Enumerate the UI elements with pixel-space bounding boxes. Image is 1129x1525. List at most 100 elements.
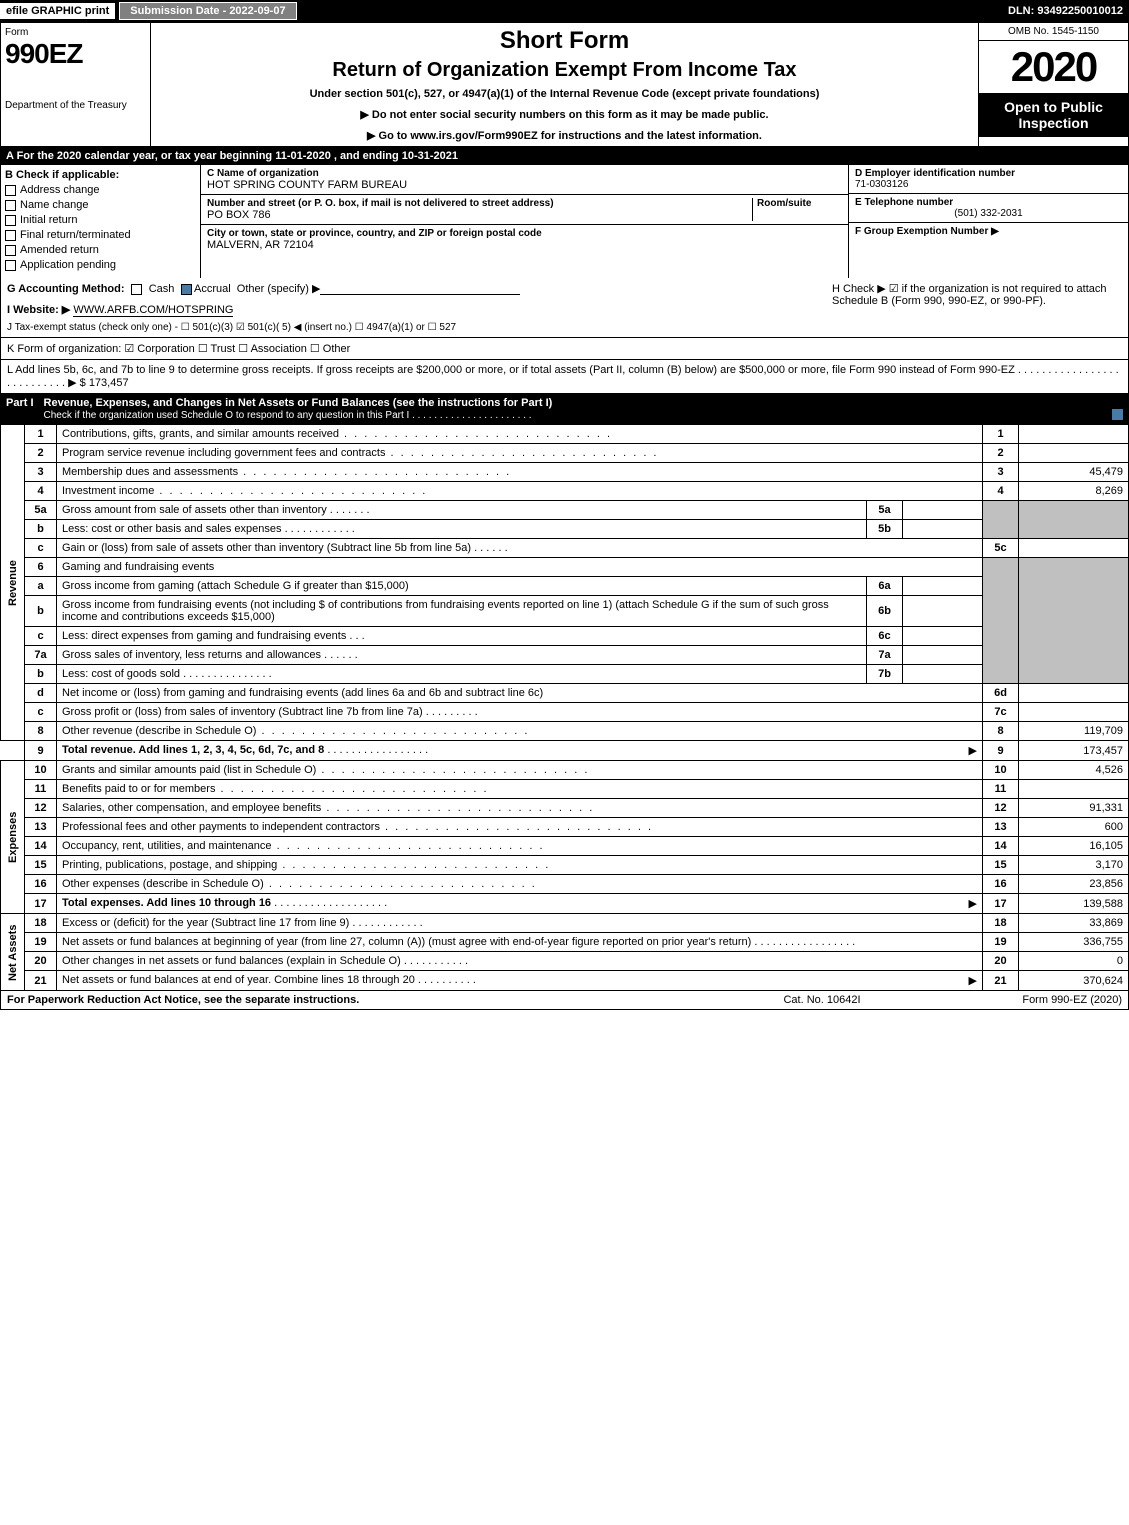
line-num: 10 (25, 761, 57, 780)
info-band: G Accounting Method: Cash Accrual Other … (0, 278, 1129, 338)
line-desc: Other changes in net assets or fund bala… (57, 952, 983, 971)
under-section: Under section 501(c), 527, or 4947(a)(1)… (159, 88, 970, 100)
line-ref: 13 (983, 818, 1019, 837)
line-desc: Printing, publications, postage, and shi… (57, 856, 983, 875)
c-street-label: Number and street (or P. O. box, if mail… (207, 198, 752, 209)
line-num: 21 (25, 971, 57, 991)
line-desc: Contributions, gifts, grants, and simila… (57, 425, 983, 444)
line-desc: Total expenses. Add lines 10 through 16 … (57, 894, 983, 914)
k-line: K Form of organization: ☑ Corporation ☐ … (0, 338, 1129, 360)
checkbox-accrual[interactable] (181, 284, 192, 295)
submission-date: Submission Date - 2022-09-07 (119, 2, 296, 20)
checkbox-amended[interactable] (5, 245, 16, 256)
line-val: 600 (1019, 818, 1129, 837)
f-label: F Group Exemption Number ▶ (855, 226, 999, 237)
sub-val (903, 596, 983, 627)
line-ref: 17 (983, 894, 1019, 914)
part1-label: Part I (6, 397, 44, 421)
shaded-cell (1019, 501, 1129, 539)
schedule-o-check[interactable] (1112, 409, 1123, 420)
checkbox-name[interactable] (5, 200, 16, 211)
line-num: c (25, 627, 57, 646)
footer-formref: Form 990-EZ (2020) (922, 994, 1122, 1006)
line-num: 18 (25, 914, 57, 933)
line-desc: Less: cost of goods sold . . . . . . . .… (57, 665, 867, 684)
line-ref: 5c (983, 539, 1019, 558)
line-num: 13 (25, 818, 57, 837)
org-city: MALVERN, AR 72104 (207, 239, 842, 251)
line-desc: Occupancy, rent, utilities, and maintena… (57, 837, 983, 856)
part1-title: Revenue, Expenses, and Changes in Net As… (44, 397, 553, 409)
c-name-label: C Name of organization (207, 168, 842, 179)
line-val (1019, 425, 1129, 444)
line-val: 8,269 (1019, 482, 1129, 501)
c-city-label: City or town, state or province, country… (207, 228, 842, 239)
line-ref: 16 (983, 875, 1019, 894)
line-num: 8 (25, 722, 57, 741)
block-d: D Employer identification number 71-0303… (848, 165, 1128, 278)
line-ref: 9 (983, 741, 1019, 761)
line-val: 23,856 (1019, 875, 1129, 894)
sub-ref: 5a (867, 501, 903, 520)
d-label: D Employer identification number (855, 168, 1015, 179)
checkbox-address[interactable] (5, 185, 16, 196)
block-c: C Name of organization HOT SPRING COUNTY… (201, 165, 848, 278)
line-num: 3 (25, 463, 57, 482)
checkbox-final[interactable] (5, 230, 16, 241)
chk-label: Name change (20, 199, 89, 211)
goto-link[interactable]: ▶ Go to www.irs.gov/Form990EZ for instru… (159, 129, 970, 142)
org-street: PO BOX 786 (207, 209, 752, 221)
form-number: 990EZ (5, 38, 146, 70)
website[interactable]: WWW.ARFB.COM/HOTSPRING (73, 304, 233, 317)
line-num: b (25, 665, 57, 684)
room-label: Room/suite (757, 198, 842, 209)
line-desc: Professional fees and other payments to … (57, 818, 983, 837)
g-label: G Accounting Method: (7, 283, 125, 295)
line-ref: 1 (983, 425, 1019, 444)
org-name: HOT SPRING COUNTY FARM BUREAU (207, 179, 842, 191)
line-num: 5a (25, 501, 57, 520)
line-desc: Gain or (loss) from sale of assets other… (57, 539, 983, 558)
entity-info-row: B Check if applicable: Address change Na… (0, 165, 1129, 278)
g-accrual: Accrual (194, 283, 231, 295)
omb-number: OMB No. 1545-1150 (979, 23, 1128, 41)
line-val: 336,755 (1019, 933, 1129, 952)
line-desc: Gross sales of inventory, less returns a… (57, 646, 867, 665)
open-to-public: Open to Public Inspection (979, 93, 1128, 137)
top-bar: efile GRAPHIC print Submission Date - 20… (0, 0, 1129, 22)
line-num: d (25, 684, 57, 703)
footer-catno: Cat. No. 10642I (722, 994, 922, 1006)
shaded-cell (1019, 558, 1129, 684)
line-desc: Program service revenue including govern… (57, 444, 983, 463)
dln: DLN: 93492250010012 (1002, 3, 1129, 19)
side-netassets: Net Assets (1, 914, 25, 991)
line-desc: Salaries, other compensation, and employ… (57, 799, 983, 818)
line-num: 20 (25, 952, 57, 971)
checkbox-cash[interactable] (131, 284, 142, 295)
g-other: Other (specify) ▶ (237, 283, 321, 295)
line-val: 119,709 (1019, 722, 1129, 741)
line-val: 3,170 (1019, 856, 1129, 875)
sub-val (903, 577, 983, 596)
short-form-title: Short Form (159, 27, 970, 55)
line-desc: Gross amount from sale of assets other t… (57, 501, 867, 520)
form-word: Form (5, 27, 146, 38)
phone: (501) 332-2031 (855, 208, 1122, 219)
line-val: 370,624 (1019, 971, 1129, 991)
department: Department of the Treasury (5, 100, 146, 111)
line-desc: Less: direct expenses from gaming and fu… (57, 627, 867, 646)
line-desc: Other expenses (describe in Schedule O) (57, 875, 983, 894)
line-desc: Investment income (57, 482, 983, 501)
checkbox-initial[interactable] (5, 215, 16, 226)
line-val: 16,105 (1019, 837, 1129, 856)
line-ref: 12 (983, 799, 1019, 818)
line-num: 4 (25, 482, 57, 501)
line-ref: 15 (983, 856, 1019, 875)
line-ref: 18 (983, 914, 1019, 933)
sub-val (903, 501, 983, 520)
line-desc: Less: cost or other basis and sales expe… (57, 520, 867, 539)
line-desc: Other revenue (describe in Schedule O) (57, 722, 983, 741)
chk-label: Final return/terminated (20, 229, 131, 241)
checkbox-pending[interactable] (5, 260, 16, 271)
other-method-input[interactable] (320, 282, 520, 295)
